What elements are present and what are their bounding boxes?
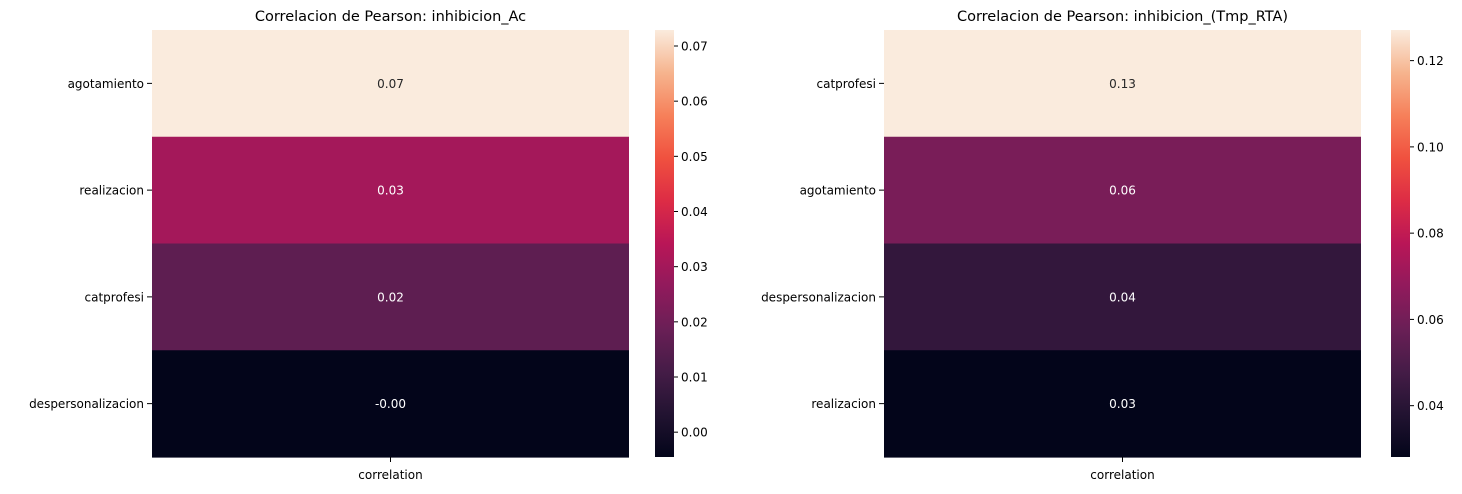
x-tick-label: correlation <box>1090 468 1154 482</box>
colorbar-tick-label: 0.06 <box>681 95 708 109</box>
heatmap-cell <box>152 136 629 245</box>
y-tick-label: despersonalizacion <box>761 290 876 304</box>
y-tick-label: agotamiento <box>800 184 876 198</box>
colorbar-tick-label: 0.06 <box>1417 313 1444 327</box>
heatmap-cell <box>884 136 1361 245</box>
chart-title: Correlacion de Pearson: inhibicion_Ac <box>255 9 526 25</box>
heatmap-cell <box>152 350 629 458</box>
colorbar-tick-label: 0.05 <box>681 150 708 164</box>
colorbar-tick-label: 0.07 <box>681 39 708 53</box>
colorbar-tick-label: 0.01 <box>681 371 708 385</box>
cell-value-label: 0.06 <box>1109 184 1136 198</box>
colorbar <box>655 30 674 457</box>
cell-value-label: 0.03 <box>1109 397 1136 411</box>
cell-value-label: 0.02 <box>377 290 404 304</box>
colorbar-tick-label: 0.12 <box>1417 54 1444 68</box>
y-tick-label: catprofesi <box>817 77 876 91</box>
colorbar-tick-label: 0.00 <box>681 426 708 440</box>
colorbar-tick-label: 0.03 <box>681 260 708 274</box>
colorbar-tick-label: 0.02 <box>681 315 708 329</box>
heatmap-cell <box>884 350 1361 458</box>
y-tick-label: agotamiento <box>68 77 144 91</box>
heatmap-cell <box>152 243 629 351</box>
cell-value-label: 0.03 <box>377 184 404 198</box>
cell-value-label: 0.07 <box>377 77 404 91</box>
heatmap-panel-inhibicion-tmp-rta: Correlacion de Pearson: inhibicion_(Tmp_… <box>761 9 1444 482</box>
x-tick-label: correlation <box>358 468 422 482</box>
colorbar-tick-label: 0.04 <box>1417 399 1444 413</box>
cell-value-label: 0.13 <box>1109 77 1136 91</box>
y-tick-label: realizacion <box>811 397 876 411</box>
cell-value-label: 0.04 <box>1109 290 1136 304</box>
colorbar-tick-label: 0.04 <box>681 205 708 219</box>
cell-value-label: -0.00 <box>375 397 406 411</box>
heatmap-cell <box>884 30 1361 138</box>
colorbar-tick-label: 0.08 <box>1417 227 1444 241</box>
colorbar-tick-label: 0.10 <box>1417 140 1444 154</box>
y-tick-label: realizacion <box>79 184 144 198</box>
y-tick-label: despersonalizacion <box>29 397 144 411</box>
heatmap-cell <box>884 243 1361 351</box>
heatmap-panel-inhibicion-ac: Correlacion de Pearson: inhibicion_Ac 0.0… <box>29 9 708 482</box>
colorbar <box>1391 30 1410 457</box>
heatmap-cell <box>152 30 629 138</box>
y-tick-label: catprofesi <box>85 290 144 304</box>
chart-title: Correlacion de Pearson: inhibicion_(Tmp_… <box>957 9 1288 25</box>
